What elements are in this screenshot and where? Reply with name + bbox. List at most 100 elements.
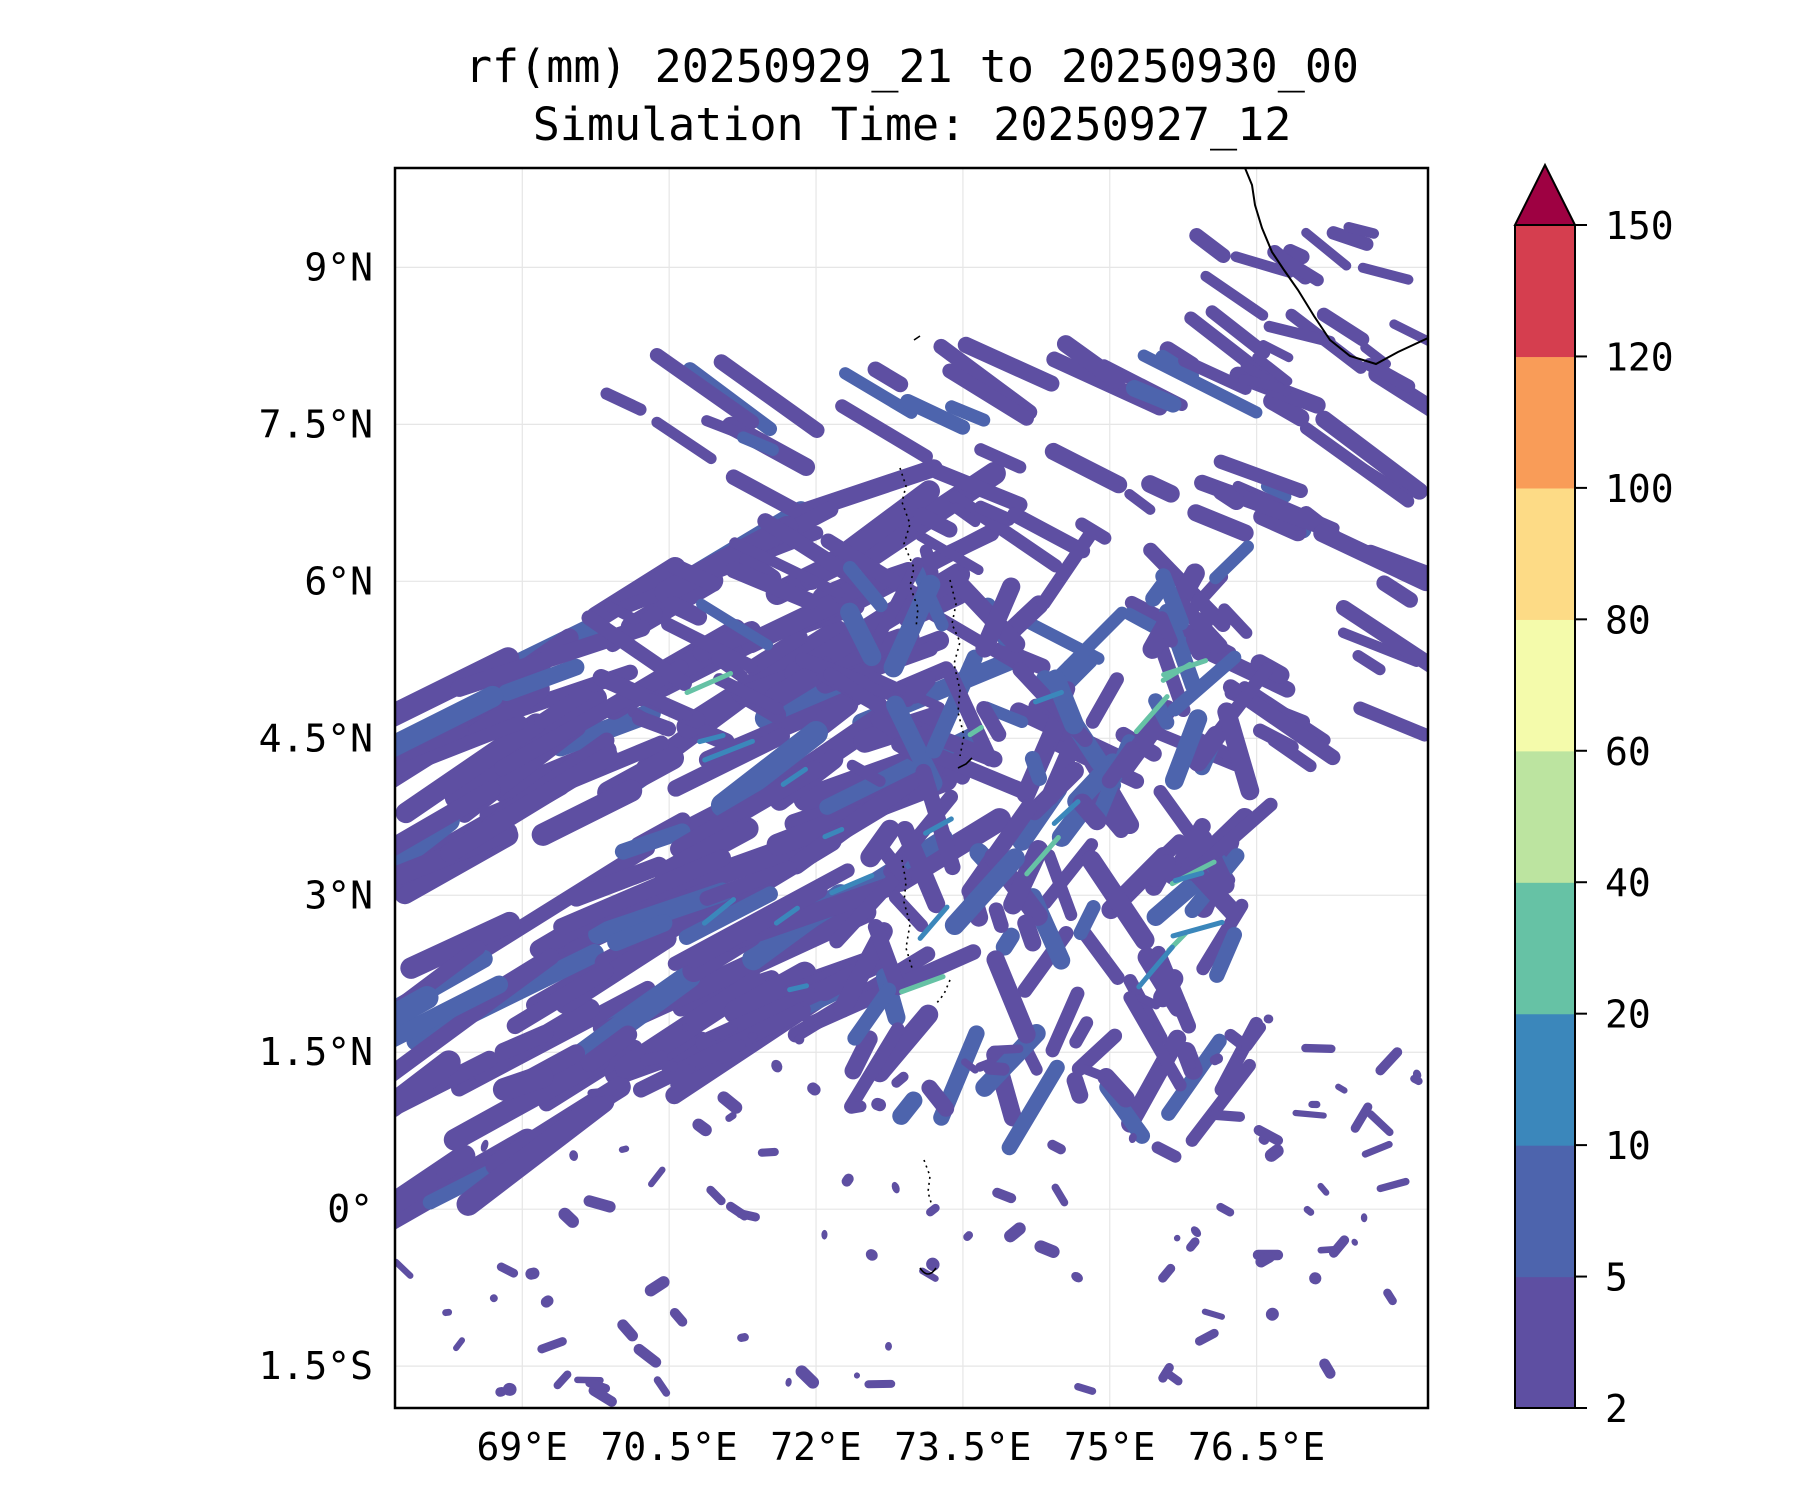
rain-cell — [869, 1004, 939, 1083]
rain-cell — [913, 507, 958, 538]
rain-cell — [957, 336, 1060, 392]
rain-cell — [794, 1034, 805, 1045]
rain-cell — [831, 561, 918, 604]
rain-cell — [1158, 1263, 1176, 1283]
rain-cell — [1352, 649, 1386, 676]
rainfall-field — [395, 168, 1428, 1407]
rain-cell — [1301, 1043, 1336, 1053]
rain-cell — [892, 1091, 923, 1125]
rain-cell — [1238, 681, 1331, 747]
rain-cell — [1376, 575, 1418, 608]
rain-cell — [664, 596, 708, 626]
rain-cell — [1299, 422, 1415, 508]
rain-cell — [1045, 669, 1084, 735]
rain-cell — [744, 629, 808, 676]
rain-cell — [1241, 1021, 1267, 1052]
lat-tick-label: 1.5°S — [259, 1344, 373, 1388]
rain-cell — [442, 1308, 453, 1317]
rain-cell — [453, 1337, 466, 1352]
rain-cell — [614, 971, 766, 1079]
rain-cell — [1351, 1238, 1358, 1246]
rain-cell — [967, 724, 984, 738]
rain-cell — [1072, 793, 1107, 831]
rain-cell — [1360, 1213, 1368, 1223]
rain-cell — [773, 905, 800, 926]
rain-cell — [988, 902, 1009, 934]
rain-cell — [1335, 1083, 1348, 1094]
rain-cell — [1158, 1363, 1174, 1383]
rain-cell — [581, 610, 693, 691]
rain-cell — [1185, 1058, 1256, 1147]
rain-cell — [860, 819, 900, 868]
rain-cell — [1218, 603, 1253, 639]
rain-cell — [1178, 354, 1252, 395]
rain-cell — [795, 1365, 820, 1389]
lon-tick-label: 76.5°E — [1188, 1425, 1325, 1469]
rain-cell — [1174, 597, 1228, 654]
rain-contours — [395, 222, 1428, 1407]
rain-cell — [713, 354, 825, 439]
rain-cell — [651, 416, 717, 465]
rain-cell — [829, 871, 902, 949]
rain-cell — [1353, 701, 1428, 742]
rain-cell — [1209, 540, 1254, 585]
rain-cell — [1213, 454, 1308, 499]
rain-cell — [795, 652, 915, 708]
colorbar-segment — [1515, 882, 1575, 1015]
rain-cell — [1033, 689, 1064, 705]
rain-cell — [447, 1081, 458, 1090]
rain-cell — [1045, 986, 1085, 1058]
rain-cell — [666, 557, 722, 592]
lat-tick-label: 7.5°N — [259, 402, 373, 446]
rain-cell — [1003, 595, 1049, 640]
rain-cell — [534, 685, 593, 730]
rain-cell — [681, 1023, 689, 1032]
rain-cell — [993, 641, 1051, 675]
rain-cell — [930, 464, 1028, 513]
rain-cell — [711, 652, 748, 683]
rain-cell — [1056, 335, 1126, 390]
rain-cell — [588, 1385, 617, 1407]
rain-cell — [961, 1058, 979, 1074]
rain-cell — [436, 1162, 452, 1179]
rain-cell — [567, 856, 669, 907]
rain-cell — [1201, 1308, 1225, 1320]
rain-cell — [1255, 1251, 1276, 1268]
rain-cell — [1036, 529, 1097, 610]
rain-cell — [713, 673, 784, 715]
rain-cell — [1412, 1069, 1422, 1080]
rain-cell — [708, 1023, 738, 1042]
rain-cell — [944, 848, 1025, 936]
rain-cell — [506, 962, 614, 1035]
rain-cell — [1148, 693, 1175, 730]
rain-cell — [1205, 305, 1271, 359]
colorbar-frame — [1514, 225, 1576, 1409]
rain-cell — [1042, 606, 1129, 694]
rain-cell — [835, 399, 933, 464]
rain-cell — [1081, 850, 1155, 950]
colorbar-segment — [1515, 225, 1575, 358]
rain-cell — [976, 701, 1007, 742]
rain-cell — [653, 1376, 671, 1397]
rain-cell — [1238, 374, 1285, 393]
rain-cell — [480, 1139, 489, 1152]
rain-cell — [1074, 1382, 1097, 1395]
rain-cell — [926, 1257, 940, 1272]
colorbar-extend-arrow — [1513, 162, 1577, 226]
rain-cell — [1383, 1288, 1397, 1306]
rain-cell — [1047, 1139, 1066, 1155]
rain-cell — [747, 1032, 758, 1040]
rain-cell — [888, 890, 929, 933]
rain-cell — [823, 667, 908, 729]
rain-cell — [1151, 945, 1197, 1034]
rain-cell — [891, 1181, 900, 1194]
rain-cell — [725, 561, 819, 610]
rain-cell — [1189, 638, 1296, 698]
rain-cell — [1209, 1053, 1224, 1066]
lon-tick-label: 72°E — [770, 1425, 862, 1469]
rain-cell — [1253, 1125, 1284, 1146]
rain-cell — [525, 1267, 540, 1280]
rain-cell — [1366, 1110, 1394, 1137]
colorbar-segment — [1515, 1145, 1575, 1278]
